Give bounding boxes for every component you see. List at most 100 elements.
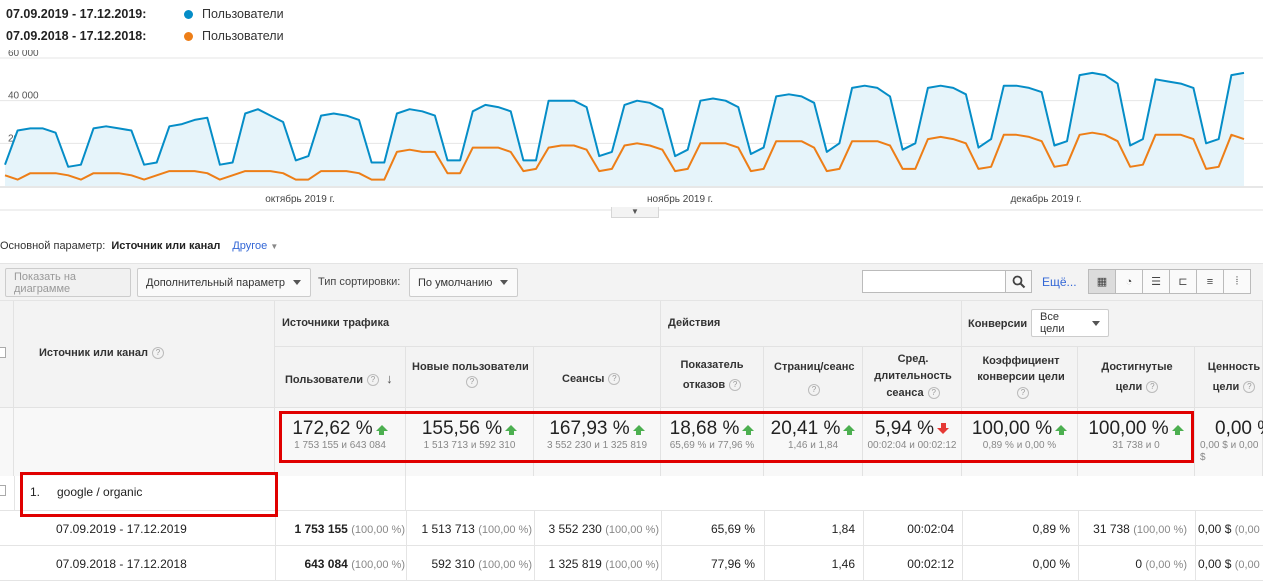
column-divider: [534, 546, 535, 581]
column-divider: [764, 546, 765, 581]
other-label: Другое: [232, 240, 268, 252]
total-value-text: 5,94 %: [874, 418, 935, 439]
group-title-traffic: Источники трафика: [282, 317, 390, 329]
col-conv-label: Коэффициент конверсии цели?: [972, 353, 1070, 401]
group-row-source-link[interactable]: google / organic: [57, 485, 143, 499]
row-checkbox[interactable]: [0, 485, 6, 496]
total-value: 0,00 %: [1215, 418, 1263, 440]
secondary-dimension-label: Дополнительный параметр: [146, 276, 285, 289]
column-divider: [406, 511, 407, 546]
highlight-source-box: [20, 472, 278, 517]
row-bounce: 77,96 %: [710, 557, 755, 571]
col-header-conversion-rate[interactable]: Коэффициент конверсии цели?: [962, 347, 1078, 408]
help-icon[interactable]: ?: [608, 373, 621, 386]
total-cell: 5,94 % 00:02:04 и 00:02:12: [863, 408, 962, 476]
group-row: [0, 476, 1263, 511]
row-users-pct: (100,00 %): [351, 559, 405, 571]
increase-arrow-icon: [505, 425, 518, 435]
column-divider: [406, 546, 407, 581]
row-sessions-pct: (100,00 %): [605, 524, 659, 536]
group-row-cell: [14, 476, 406, 511]
total-subtext: 0,00 $ и 0,00 $: [1200, 440, 1259, 463]
table-cell: 0 (0,00 %): [1135, 556, 1187, 573]
col-pages-label: Страниц/сеанс: [774, 357, 855, 377]
help-icon[interactable]: ?: [729, 379, 742, 392]
table-view-icon[interactable]: ▦: [1088, 269, 1116, 294]
secondary-dimension-dropdown[interactable]: Дополнительный параметр: [137, 268, 311, 297]
col-bounce-label: Показатель отказов?: [667, 355, 757, 395]
performance-view-icon[interactable]: ☰: [1142, 269, 1170, 294]
col-sessions-text: Сеансы: [562, 373, 605, 385]
help-icon[interactable]: ?: [466, 376, 478, 388]
highlight-totals-box: [279, 411, 1194, 463]
col-header-new-users[interactable]: Новые пользователи ?: [406, 347, 534, 408]
chart-collapse-handle[interactable]: ▼: [611, 207, 659, 218]
row-pages: 1,46: [831, 557, 855, 571]
help-icon[interactable]: ?: [808, 384, 820, 396]
total-cell: 20,41 % 1,46 и 1,84: [764, 408, 863, 476]
legend-series-name: Пользователи: [202, 7, 284, 21]
col-duration-label: Сред. длительность сеанса?: [869, 351, 957, 402]
term-cloud-view-icon[interactable]: ≡: [1196, 269, 1224, 294]
decrease-arrow-icon: [937, 423, 950, 434]
total-value-text: 172,62 %: [292, 418, 373, 439]
col-value-label: Ценность цели?: [1205, 357, 1263, 397]
sort-desc-icon: ↓: [386, 371, 393, 386]
col-header-goal-completions[interactable]: Достигнутые цели?: [1078, 347, 1195, 408]
group-header-traffic: Источники трафика: [275, 301, 661, 347]
total-cell: 0,00 %0,00 $ и 0,00 $: [1195, 408, 1263, 476]
increase-arrow-icon: [632, 425, 645, 435]
help-icon[interactable]: ?: [152, 347, 165, 360]
chevron-down-icon: [292, 280, 301, 285]
pie-view-icon[interactable]: ◔: [1115, 269, 1143, 294]
increase-arrow-icon: [843, 425, 856, 435]
increase-arrow-icon: [742, 425, 755, 435]
pivot-view-icon[interactable]: ⦙: [1223, 269, 1251, 294]
col-header-users[interactable]: Пользователи? ↓: [275, 347, 406, 408]
plot-rows-button[interactable]: Показать на диаграмме: [5, 268, 131, 297]
column-divider: [661, 511, 662, 546]
total-value-text: 100,00 %: [971, 418, 1053, 439]
group-row-index: 1.: [30, 485, 41, 499]
x-tick-label: октябрь 2019 г.: [265, 193, 335, 205]
primary-dimension-other-link[interactable]: Другое ▼: [232, 240, 278, 252]
legend-range: 07.09.2019 - 17.12.2019:: [6, 7, 147, 21]
total-value: 167,93 %: [534, 418, 660, 440]
table-row: [0, 511, 1263, 546]
table-search-input[interactable]: [862, 270, 1006, 293]
col-header-pages-per-session[interactable]: Страниц/сеанс ?: [764, 347, 863, 408]
table-row: [0, 546, 1263, 581]
help-icon[interactable]: ?: [1146, 381, 1159, 394]
row-users: 643 084: [304, 557, 348, 571]
row-new-users: 1 513 713: [421, 522, 475, 536]
table-cell: 77,96 %: [711, 556, 755, 572]
help-icon[interactable]: ?: [367, 374, 380, 387]
search-button[interactable]: [1005, 270, 1032, 293]
total-value-text: 167,93 %: [549, 418, 630, 439]
col-header-goal-value[interactable]: Ценность цели?: [1195, 347, 1263, 408]
sort-type-dropdown[interactable]: По умолчанию: [409, 268, 518, 297]
total-value-text: 100,00 %: [1088, 418, 1169, 439]
advanced-filter-link[interactable]: Ещё...: [1042, 275, 1077, 289]
total-label-cell: [14, 408, 275, 476]
help-icon[interactable]: ?: [927, 387, 940, 400]
row-value-pct: (0,00 %): [1234, 559, 1263, 571]
row-new-users: 592 310: [431, 557, 475, 571]
comparison-view-icon[interactable]: ⊏: [1169, 269, 1197, 294]
table-cell: 00:02:12: [907, 556, 954, 572]
table-cell: 0,00 $ (0,00 %): [1198, 521, 1263, 538]
total-subtext: 1 513 713 и 592 310: [423, 440, 516, 451]
col-header-sessions[interactable]: Сеансы?: [534, 347, 661, 408]
group-header-actions: Действия: [661, 301, 962, 347]
goal-select-dropdown[interactable]: Все цели: [1031, 309, 1109, 337]
total-cell: 167,93 % 3 552 230 и 1 325 819: [534, 408, 661, 476]
dimension-header-cell[interactable]: Источник или канал?: [14, 301, 275, 408]
select-all-checkbox[interactable]: [0, 347, 6, 358]
help-icon[interactable]: ?: [1017, 387, 1029, 400]
col-header-bounce[interactable]: Показатель отказов?: [661, 347, 764, 408]
col-header-avg-duration[interactable]: Сред. длительность сеанса?: [863, 347, 962, 408]
total-subtext: 0,89 % и 0,00 %: [982, 440, 1057, 451]
total-cell: 100,00 % 0,89 % и 0,00 %: [962, 408, 1078, 476]
help-icon[interactable]: ?: [1243, 381, 1256, 394]
